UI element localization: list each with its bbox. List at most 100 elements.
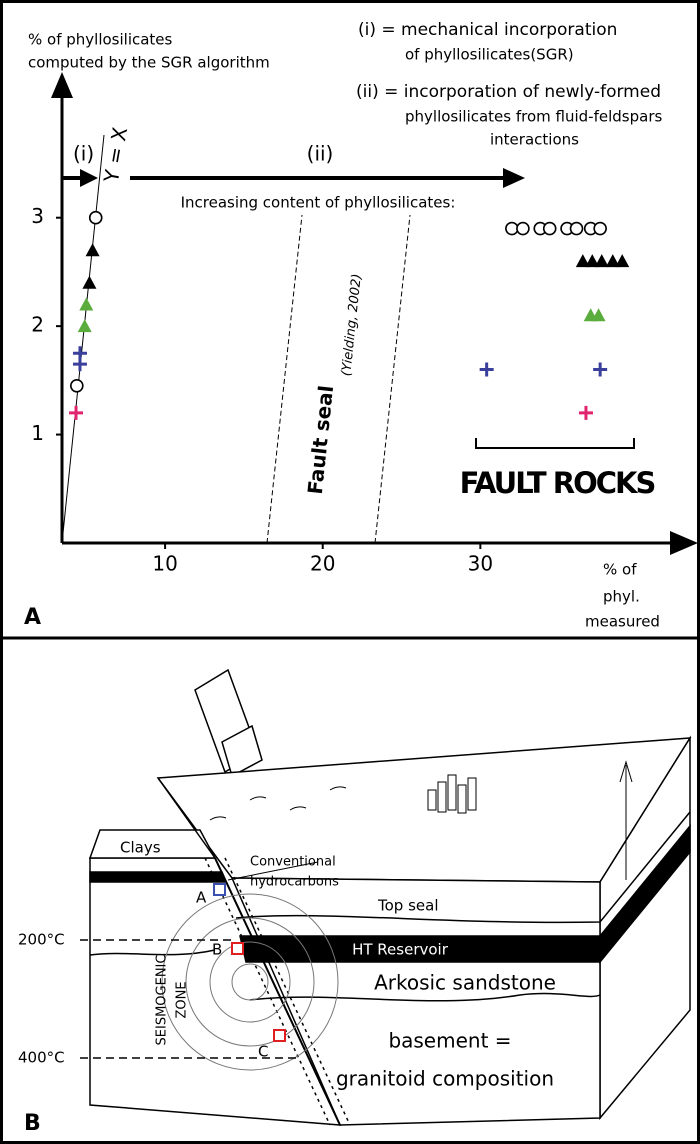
point <box>79 297 94 311</box>
building <box>457 784 467 814</box>
label: Clays <box>120 839 161 857</box>
annotation: Increasing content of phyllosilicates: <box>181 194 456 212</box>
point <box>578 405 593 420</box>
annotation: (i) <box>73 142 94 166</box>
annotation: Y = X <box>99 125 132 185</box>
x-arrow <box>670 531 698 555</box>
fault-rocks-bracket <box>475 438 635 449</box>
top-seal-line <box>235 811 691 924</box>
left-reservoir <box>89 871 228 883</box>
fault-plane <box>214 857 341 1126</box>
label: A <box>196 889 207 907</box>
note: (i) = mechanical incorporation <box>358 20 617 40</box>
x-label: % of <box>603 561 637 579</box>
label: C <box>258 1043 268 1061</box>
tilted-block <box>221 724 263 778</box>
point <box>591 308 606 322</box>
y-label: % of phyllosilicates <box>28 31 173 49</box>
y-tick-label: 1 <box>31 421 44 445</box>
ring <box>231 963 269 1001</box>
fault-seal-line <box>266 214 303 544</box>
left-block-top <box>88 829 217 859</box>
buildings <box>427 774 477 814</box>
annotation: Fault seal <box>303 384 338 495</box>
y-label: computed by the SGR algorithm <box>28 54 270 72</box>
point <box>70 378 84 393</box>
label: Conventional <box>250 855 336 870</box>
label: Top seal <box>377 897 438 915</box>
label: ZONE <box>175 981 190 1018</box>
label: 400°C <box>18 1049 65 1067</box>
point <box>72 357 87 372</box>
derrick <box>619 760 633 783</box>
ring <box>209 941 291 1023</box>
panel-label: B <box>24 1111 41 1136</box>
ring <box>185 917 315 1047</box>
label: basement = <box>388 1029 511 1053</box>
point <box>542 221 557 236</box>
label: 200°C <box>18 931 65 949</box>
fault-edge <box>157 777 216 859</box>
label: Arkosic sandstone <box>374 971 556 995</box>
panel-label: A <box>24 605 41 630</box>
point <box>593 362 608 377</box>
point <box>505 221 519 236</box>
y-tick-label: 2 <box>31 313 44 337</box>
fault-seal-line <box>374 214 411 544</box>
point <box>88 210 103 225</box>
fault-zone <box>224 857 351 1126</box>
fault-zone <box>204 857 331 1126</box>
label: granitoid composition <box>336 1067 554 1091</box>
note: phyllosilicates from fluid-feldspars <box>405 108 662 126</box>
point <box>516 221 530 236</box>
arrow-ii-head <box>503 168 525 188</box>
y-arrow <box>51 72 73 98</box>
ring <box>161 893 339 1071</box>
seismic-rings <box>161 893 339 1071</box>
point <box>593 221 607 236</box>
point <box>479 362 494 377</box>
x-tick-label: 10 <box>152 552 177 576</box>
building <box>427 789 437 811</box>
point <box>85 243 100 257</box>
x-label: phyl. <box>603 588 640 606</box>
point <box>569 221 584 236</box>
note: interactions <box>490 131 579 149</box>
sample-b <box>231 942 244 955</box>
label: HT Reservoir <box>352 941 449 959</box>
annotation: FAULT ROCKS <box>460 466 655 500</box>
x-label: measured <box>585 613 660 631</box>
annotation: (ii) <box>307 142 334 166</box>
leader <box>227 861 319 881</box>
panel-a: % of phyllosilicates computed by the SGR… <box>24 20 698 631</box>
label: B <box>212 941 222 959</box>
arrow-i-head <box>80 169 98 187</box>
building <box>467 777 477 811</box>
note: of phyllosilicates(SGR) <box>405 46 574 64</box>
x-tick-label: 20 <box>310 552 335 576</box>
sample-c <box>273 1029 286 1042</box>
point <box>575 254 590 268</box>
note: (ii) = incorporation of newly-formed <box>356 82 661 102</box>
panel-b <box>80 668 692 1126</box>
point <box>605 254 620 268</box>
point <box>82 275 97 289</box>
label: SEISMOGENIC <box>155 955 170 1046</box>
y-tick-label: 3 <box>31 204 44 228</box>
y-equals-x-line <box>61 134 105 544</box>
sandstone-base <box>89 949 216 956</box>
point <box>585 254 600 268</box>
building <box>447 774 457 811</box>
point <box>69 405 84 420</box>
sample-a <box>213 883 226 896</box>
building <box>437 781 447 813</box>
label: hydrocarbons <box>250 875 339 890</box>
reservoir-side <box>599 823 691 965</box>
x-tick-label: 30 <box>468 552 493 576</box>
annotation: (Yielding, 2002) <box>339 273 365 377</box>
point <box>594 254 609 268</box>
panel-b-labels: Clays Conventional hydrocarbons A Top se… <box>18 839 556 1137</box>
point <box>615 254 630 268</box>
